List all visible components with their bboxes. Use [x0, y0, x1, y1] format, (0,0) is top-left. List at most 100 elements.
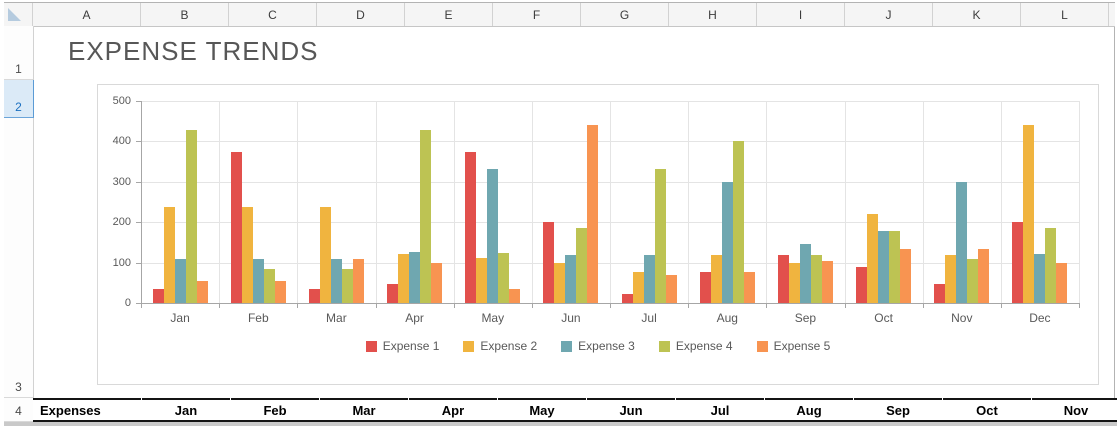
y-axis-tick	[136, 303, 141, 304]
gridline-v	[844, 101, 846, 303]
bar-expense-5-may	[509, 288, 521, 303]
bar-expense-4-aug	[732, 141, 744, 303]
y-axis-label: 0	[124, 297, 131, 309]
gridline-v	[766, 101, 768, 303]
row-header-4[interactable]: 4	[4, 398, 33, 422]
row-header-3[interactable]: 3	[4, 118, 33, 398]
column-header-C[interactable]: C	[229, 3, 317, 26]
bar-expense-2-jun	[554, 263, 566, 303]
next-row-strip	[4, 422, 1117, 426]
bar-expense-1-dec	[1012, 222, 1024, 303]
gridline-v	[1079, 101, 1080, 303]
y-axis-tick	[136, 101, 141, 102]
bar-expense-4-sep	[810, 254, 822, 303]
expense-trends-chart[interactable]: 0 100 200 300 400 500 Jan Feb Mar Apr May Jun Jul Aug…	[97, 84, 1099, 385]
x-axis-tick	[453, 303, 455, 308]
bar-expense-4-mar	[341, 268, 353, 303]
gridline-v	[1000, 101, 1002, 303]
legend-label: Expense 2	[480, 339, 538, 353]
bar-expense-2-aug	[710, 254, 722, 303]
right-border	[1114, 2, 1115, 426]
x-axis-label-feb: Feb	[247, 311, 269, 325]
y-axis-tick	[136, 262, 141, 264]
bar-expense-5-oct	[900, 248, 912, 303]
y-axis-label: 200	[112, 216, 131, 229]
gridline-v	[297, 101, 299, 303]
column-header-J[interactable]: J	[845, 3, 933, 26]
bar-expense-2-mar	[319, 206, 331, 303]
legend-label: Expense 3	[578, 339, 635, 353]
legend-label: Expense 4	[675, 339, 733, 353]
table-header-cell-jun[interactable]: Jun	[587, 398, 675, 420]
column-header-A[interactable]: A	[33, 3, 141, 26]
column-header-K[interactable]: K	[933, 3, 1021, 26]
bar-expense-4-dec	[1045, 227, 1057, 303]
column-header-F[interactable]: F	[493, 3, 581, 26]
bar-expense-3-dec	[1034, 253, 1046, 303]
legend-item-expense-4: Expense 4	[658, 339, 733, 353]
gridline-v	[375, 101, 377, 303]
row-header-1[interactable]: 1	[4, 26, 33, 80]
bar-expense-3-feb	[252, 258, 264, 303]
x-axis-label-jun: Jun	[561, 311, 581, 325]
table-header-cell-feb[interactable]: Feb	[231, 398, 319, 420]
legend-swatch-icon	[463, 340, 475, 352]
x-axis-label-jan: Jan	[170, 311, 190, 325]
bar-expense-3-may	[487, 168, 499, 303]
y-axis-tick	[136, 222, 141, 224]
bar-expense-2-jan	[163, 206, 175, 303]
bar-expense-3-apr	[409, 252, 421, 303]
select-all-button[interactable]	[4, 3, 33, 26]
x-axis-label-jul: Jul	[641, 311, 657, 325]
bar-expense-5-aug	[743, 271, 755, 303]
y-axis-label: 500	[112, 95, 131, 107]
y-axis-label: 400	[112, 135, 131, 148]
top-border	[4, 2, 1115, 3]
table-header-cell-sep[interactable]: Sep	[854, 398, 942, 420]
row-header-2[interactable]: 2	[4, 80, 34, 118]
table-header-cell-jan[interactable]: Jan	[142, 398, 230, 420]
legend-swatch-icon	[658, 340, 670, 352]
x-axis-label-oct: Oct	[874, 311, 893, 325]
column-header-B[interactable]: B	[141, 3, 229, 26]
bar-expense-3-jan	[174, 258, 186, 303]
legend-swatch-icon	[365, 340, 377, 352]
bar-expense-3-nov	[956, 181, 968, 303]
bar-expense-2-oct	[867, 214, 879, 303]
column-header-E[interactable]: E	[405, 3, 493, 26]
column-header-D[interactable]: D	[317, 3, 405, 26]
y-axis-tick	[136, 181, 141, 183]
table-header-cell-jul[interactable]: Jul	[676, 398, 764, 420]
column-header-I[interactable]: I	[757, 3, 845, 26]
table-header-cell-oct[interactable]: Oct	[943, 398, 1031, 420]
bar-expense-3-mar	[330, 258, 342, 303]
x-axis-label-aug: Aug	[716, 311, 738, 325]
x-axis-tick	[1079, 303, 1080, 308]
x-axis-tick	[531, 303, 533, 308]
legend-item-expense-5: Expense 5	[756, 339, 830, 353]
table-header-cell-aug[interactable]: Aug	[765, 398, 853, 420]
table-header-cell-mar[interactable]: Mar	[320, 398, 408, 420]
gridline-v	[453, 101, 455, 303]
bar-expense-3-aug	[721, 181, 733, 303]
table-header-cell-expenses[interactable]: Expenses	[33, 398, 141, 420]
bar-expense-5-feb	[274, 280, 286, 303]
bar-expense-1-jan	[152, 288, 164, 303]
x-axis-label-sep: Sep	[794, 311, 817, 325]
column-header-L[interactable]: L	[1021, 3, 1109, 26]
x-axis-tick	[219, 303, 221, 308]
column-header-G[interactable]: G	[581, 3, 669, 26]
table-header-cell-nov[interactable]: Nov	[1032, 398, 1117, 420]
bar-expense-2-sep	[788, 262, 800, 303]
bar-expense-5-jul	[665, 274, 677, 303]
table-header-cell-apr[interactable]: Apr	[409, 398, 497, 420]
gridline-v	[922, 101, 924, 303]
bar-expense-2-jul	[632, 271, 644, 303]
gridline-v	[610, 101, 611, 303]
column-header-H[interactable]: H	[669, 3, 757, 26]
bar-expense-5-jun	[587, 125, 599, 303]
table-header-cell-may[interactable]: May	[498, 398, 586, 420]
bar-expense-4-oct	[889, 231, 901, 303]
